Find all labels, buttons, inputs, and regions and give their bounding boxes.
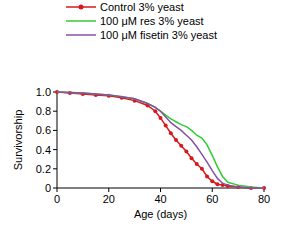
series-line [57, 92, 264, 188]
legend-label: Control 3% yeast [100, 1, 184, 13]
y-tick [53, 188, 57, 189]
legend-label: 100 μM fisetin 3% yeast [100, 29, 217, 41]
series-marker [210, 179, 214, 183]
series-marker [215, 182, 219, 186]
y-axis-label: Survivorship [12, 110, 24, 171]
legend-marker [79, 5, 84, 10]
y-tick-label: 0.2 [36, 163, 51, 175]
x-tick [212, 188, 213, 192]
series-marker [200, 167, 204, 171]
y-tick-label: 0.4 [36, 144, 51, 156]
y-tick [53, 130, 57, 131]
y-tick-label: 0.6 [36, 124, 51, 136]
y-tick [53, 149, 57, 150]
series-marker [179, 144, 183, 148]
legend-label: 100 μM res 3% yeast [100, 15, 204, 27]
x-axis-label: Age (days) [134, 208, 187, 220]
y-tick-label: 0 [45, 182, 51, 194]
x-tick-label: 0 [54, 193, 60, 205]
series-marker [153, 109, 157, 113]
series-marker [174, 138, 178, 142]
x-tick-label: 60 [206, 193, 218, 205]
series-marker [169, 131, 173, 135]
legend-line [66, 34, 96, 36]
series-marker [190, 156, 194, 160]
legend-line [66, 20, 96, 22]
y-tick [53, 168, 57, 169]
chart: 0 0.2 0.4 0.6 0.8 1.0 0 20 40 60 80 Age (days) Survi… [0, 0, 296, 230]
series-marker [184, 150, 188, 154]
x-tick-label: 20 [103, 193, 115, 205]
y-tick [53, 111, 57, 112]
series-marker [195, 162, 199, 166]
plot-area [55, 90, 266, 190]
x-tick [108, 188, 109, 192]
y-tick-label: 0.8 [36, 105, 51, 117]
series-marker [205, 174, 209, 178]
series-marker [159, 116, 163, 120]
x-tick-label: 80 [258, 193, 270, 205]
y-tick-label: 1.0 [36, 86, 51, 98]
series-line [57, 92, 264, 188]
x-tick-label: 40 [154, 193, 166, 205]
y-axis [57, 92, 58, 188]
series-line [57, 92, 264, 188]
x-tick [160, 188, 161, 192]
x-tick [57, 188, 58, 192]
series-marker [164, 124, 168, 128]
